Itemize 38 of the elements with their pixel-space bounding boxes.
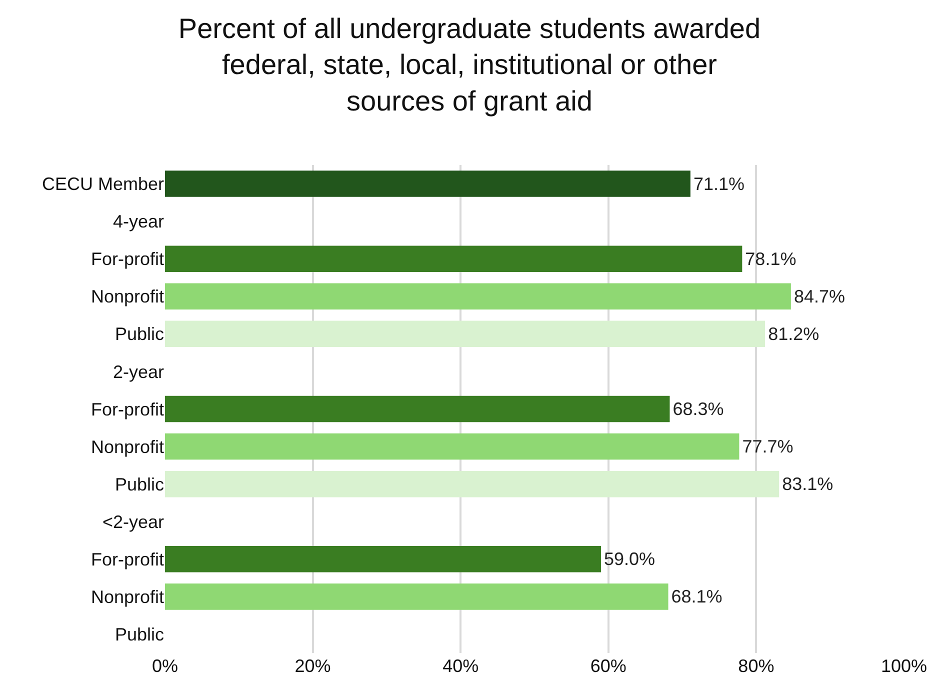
chart-title: Percent of all undergraduate students awarded federal, state, local, institutional or other sources of grant aid [178, 12, 761, 117]
y-tick-label: For-profit [90, 249, 164, 270]
y-tick-label: Public [114, 324, 164, 344]
y-tick-label: Nonprofit [90, 436, 164, 457]
data-label: 78.1% [745, 248, 796, 269]
x-tick-label: 80% [738, 656, 774, 676]
y-tick-label: Public [114, 624, 164, 645]
y-tick-label: <2-year [102, 512, 164, 532]
x-tick-label: 100% [880, 656, 928, 676]
y-tick-label: 2-year [112, 362, 164, 382]
data-label: 59.0% [604, 549, 656, 570]
x-tick-label: 20% [294, 656, 331, 676]
bar [165, 396, 670, 422]
x-tick-label: 60% [590, 656, 626, 676]
y-tick-label: 4-year [112, 212, 164, 232]
x-tick-label: 0% [152, 656, 178, 676]
y-tick-label: For-profit [90, 399, 164, 420]
bar [165, 584, 668, 610]
bar [165, 433, 740, 460]
bar [165, 246, 742, 272]
data-label: 71.1% [693, 174, 744, 194]
bar [165, 283, 791, 310]
bar [165, 546, 602, 572]
data-label: 77.7% [742, 436, 794, 457]
bar [165, 470, 780, 498]
data-label: 83.1% [782, 474, 834, 494]
x-tick-label: 40% [442, 656, 479, 676]
y-tick-label: Nonprofit [90, 586, 164, 607]
data-label: 81.2% [768, 324, 820, 344]
data-label: 68.1% [671, 586, 722, 607]
y-tick-label: For-profit [90, 549, 164, 570]
bar [165, 170, 690, 197]
bar [165, 320, 766, 348]
y-tick-label: Nonprofit [90, 286, 164, 307]
y-tick-label: CECU Member [42, 174, 164, 194]
data-label: 84.7% [794, 286, 845, 306]
y-tick-label: Public [114, 474, 164, 494]
data-label: 68.3% [672, 399, 724, 419]
